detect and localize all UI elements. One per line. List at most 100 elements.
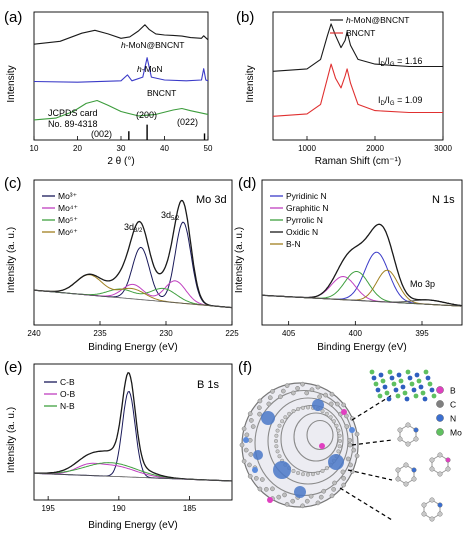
panel-b-series-1	[272, 23, 443, 72]
panel-c-ylabel: Intensity (a. u.)	[6, 227, 17, 293]
panel-c-envelope	[33, 199, 233, 309]
panel-a-xtick-label: 30	[117, 144, 126, 153]
carbon-atom	[315, 384, 321, 390]
callout-line	[347, 469, 393, 481]
panel-b: (b) 1000 2000 3000 Intensity Raman Shift (…	[236, 9, 452, 167]
panel-c-title: Mo 3d	[196, 194, 227, 206]
panel-c-xtick-label: 225	[225, 329, 239, 338]
panel-e-plot: 195 190 185 C-B O-B N-B	[33, 371, 233, 513]
molecule-atom	[405, 441, 411, 447]
mon-crystal-atom	[427, 381, 433, 387]
callout-line	[339, 487, 393, 521]
carbon-atom	[296, 407, 301, 412]
carbon-atom	[300, 503, 305, 509]
panel-a-xtick-label: 10	[30, 144, 39, 153]
carbon-atom	[304, 498, 310, 504]
panel-a-ref-200: (200)	[136, 110, 157, 120]
panel-d-legend-label-5: B-N	[286, 239, 301, 249]
molecule-atom	[421, 502, 427, 508]
carbon-atom	[241, 426, 247, 432]
carbon-atom	[250, 424, 256, 429]
carbon-atom	[300, 405, 305, 410]
carbon-atom	[280, 419, 285, 424]
carbon-atom	[290, 390, 296, 396]
molecule-atom	[445, 457, 451, 463]
panel-a-series-3	[33, 99, 209, 121]
bncnt-schematic	[239, 369, 451, 522]
panel-d-title: N 1s	[432, 194, 455, 206]
panel-f-letter: (f)	[238, 359, 252, 376]
mon-crystal-atom	[398, 378, 404, 384]
mon-crystal-atom	[413, 393, 419, 399]
panel-e-legend-label-1: C-B	[60, 377, 75, 387]
panel-b-ylabel: Intensity	[245, 65, 256, 102]
mon-crystal-atom	[409, 381, 415, 387]
mon-crystal-atom	[414, 372, 420, 378]
molecule-atom	[413, 436, 419, 442]
mon-crystal-atom	[389, 375, 395, 381]
boron-atom	[319, 443, 325, 449]
carbon-atom	[337, 433, 342, 438]
panel-d-baseline	[262, 294, 462, 307]
panel-e-legend-label-2: O-B	[60, 389, 75, 399]
panel-a-ref-002: (002)	[91, 129, 112, 139]
carbon-atom	[266, 401, 272, 407]
mon-crystal-atom	[404, 396, 410, 402]
carbon-atom	[323, 392, 328, 398]
panel-a-letter: (a)	[4, 9, 22, 26]
carbon-atom	[274, 433, 279, 438]
panel-c-legend-label-2: Mo⁴⁺	[58, 203, 78, 213]
carbon-atom	[335, 401, 340, 407]
carbon-atom	[282, 492, 287, 498]
molecule-atom	[429, 457, 435, 463]
panel-a-legend-2: h-MoN	[137, 64, 163, 74]
carbon-atom	[341, 476, 346, 481]
mon-particle	[328, 454, 344, 470]
carbon-atom	[341, 402, 346, 408]
panel-c-frame	[33, 179, 233, 326]
schematic-legend-dot-4	[436, 428, 444, 436]
molecule-atom	[437, 502, 443, 508]
schematic-legend-label-1: B	[450, 386, 456, 396]
mon-particle	[253, 450, 263, 460]
carbon-atom	[257, 398, 263, 404]
carbon-atom	[347, 437, 353, 443]
panel-d-legend-label-1: Pyridinic N	[286, 191, 327, 201]
nitrogen-atom	[349, 427, 355, 433]
carbon-atom	[334, 423, 339, 428]
panel-c-peak-1: 3d3/2	[124, 222, 143, 234]
panel-a-legend-1: h-MoN@BNCNT	[121, 40, 184, 50]
carbon-atom	[270, 486, 275, 492]
carbon-atom	[311, 472, 316, 477]
carbon-atom	[341, 482, 346, 488]
carbon-atom	[274, 439, 279, 444]
mon-crystal-atom	[387, 369, 393, 375]
carbon-atom	[317, 394, 322, 400]
carbon-atom	[291, 409, 296, 414]
mon-crystal-atom	[407, 375, 413, 381]
panel-c-letter: (c)	[4, 175, 22, 192]
carbon-atom	[340, 469, 346, 475]
mon-crystal-atom	[431, 393, 437, 399]
carbon-atom	[329, 391, 335, 397]
carbon-atom	[344, 424, 350, 429]
panel-e-xlabel: Binding Energy (eV)	[88, 520, 178, 531]
carbon-atom	[320, 409, 325, 414]
mon-crystal-atom	[420, 390, 426, 396]
panel-d-letter: (d)	[238, 175, 256, 192]
molecule-atom	[413, 427, 419, 433]
panel-b-series-2	[272, 63, 443, 117]
carbon-atom	[315, 470, 320, 475]
carbon-atom	[267, 395, 273, 400]
carbon-atom	[318, 494, 324, 500]
mon-crystal-atom	[371, 375, 377, 381]
panel-d-legend-label-3: Pyrrolic N	[286, 215, 323, 225]
mon-crystal-atom	[422, 396, 428, 402]
mon-particle	[261, 411, 275, 425]
molecule-atom	[429, 466, 435, 472]
panel-b-xlabel: Raman Shift (cm⁻¹)	[315, 156, 401, 167]
molecule-atom	[395, 476, 401, 482]
mon-crystal-atom	[386, 396, 392, 402]
molecule-atom	[429, 497, 435, 503]
nanotube-ring	[306, 419, 334, 451]
